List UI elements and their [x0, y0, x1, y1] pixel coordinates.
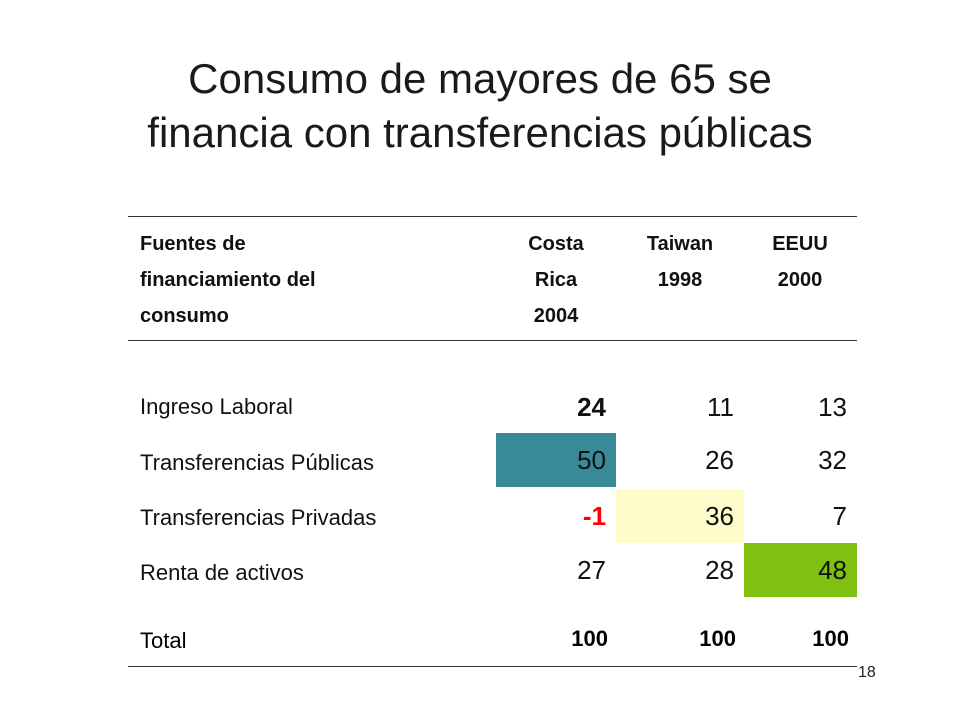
header-costa-rica-line: Rica	[534, 269, 578, 291]
cell-costa-rica-privadas: -1	[582, 501, 606, 531]
header-source-line: consumo	[140, 305, 229, 327]
header-costa-rica-line: Costa	[528, 233, 584, 255]
row-label-renta-activos: Renta de activos	[140, 560, 304, 585]
cell-eeuu-ingreso: 13	[818, 392, 847, 422]
row-label-transferencias-publicas: Transferencias Públicas	[140, 450, 374, 475]
header-eeuu: EEUU 2000	[740, 226, 860, 298]
cell-taiwan-privadas: 36	[616, 489, 744, 543]
header-eeuu-line: EEUU	[772, 233, 828, 255]
page-number: 18	[858, 664, 876, 681]
row-label-transferencias-privadas: Transferencias Privadas	[140, 505, 377, 530]
header-costa-rica-line: 2004	[533, 305, 579, 327]
total-costa-rica: 100	[571, 626, 608, 651]
cell-taiwan-ingreso: 11	[707, 392, 734, 422]
cell-costa-rica-ingreso: 24	[577, 392, 606, 422]
title-line-2: financia con transferencias públicas	[147, 109, 813, 156]
cell-eeuu-publicas: 32	[818, 445, 847, 475]
table-header-rule	[128, 340, 857, 341]
cell-taiwan-publicas: 26	[705, 445, 734, 475]
table-bottom-rule	[128, 666, 857, 667]
total-taiwan: 100	[699, 626, 736, 651]
cell-costa-rica-renta: 27	[577, 555, 606, 585]
title-line-1: Consumo de mayores de 65 se	[188, 55, 772, 102]
header-taiwan: Taiwan 1998	[620, 226, 740, 298]
cell-eeuu-privadas: 7	[832, 501, 847, 531]
slide-title: Consumo de mayores de 65 se financia con…	[0, 52, 960, 160]
header-source-line: Fuentes de	[140, 233, 246, 255]
table-top-rule	[128, 216, 857, 217]
cell-costa-rica-publicas: 50	[496, 433, 616, 487]
total-eeuu: 100	[812, 626, 849, 651]
header-taiwan-line: 1998	[657, 269, 703, 291]
total-label: Total	[140, 628, 187, 653]
cell-taiwan-renta: 28	[705, 555, 734, 585]
header-costa-rica: Costa Rica 2004	[496, 226, 616, 334]
header-eeuu-line: 2000	[777, 269, 823, 291]
header-source-line: financiamiento del	[140, 269, 316, 291]
cell-eeuu-renta: 48	[744, 543, 857, 597]
header-taiwan-line: Taiwan	[646, 233, 714, 255]
header-source: Fuentes de financiamiento del consumo	[140, 226, 440, 334]
row-label-ingreso-laboral: Ingreso Laboral	[140, 394, 293, 419]
